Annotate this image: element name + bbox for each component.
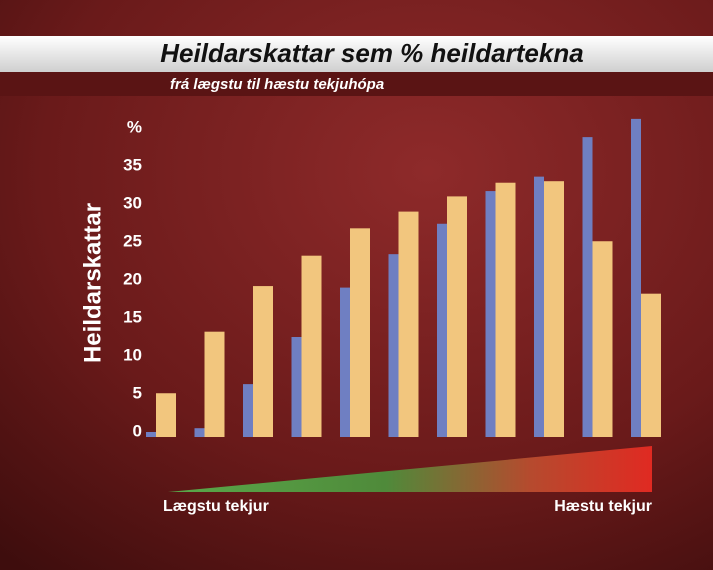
bar [582, 137, 593, 437]
bar [641, 293, 661, 437]
bar [291, 337, 302, 437]
bar [156, 393, 176, 437]
y-tick-label: 5 [133, 383, 142, 402]
bar [204, 331, 225, 437]
y-tick-label: 0 [133, 421, 142, 440]
y-axis-label: Heildarskattar [79, 203, 106, 363]
y-tick-label: 35 [123, 155, 142, 174]
bar [631, 118, 641, 437]
bar [253, 286, 273, 437]
y-tick-label: % [127, 117, 142, 136]
bar [495, 182, 516, 437]
bar [301, 255, 322, 437]
y-tick-label: 25 [123, 231, 142, 250]
bar [534, 176, 544, 437]
chart-title: Heildarskattar sem % heildartekna [160, 38, 583, 68]
bar [340, 287, 350, 437]
bar [437, 223, 447, 437]
subtitle-band [0, 72, 713, 96]
bar [146, 432, 156, 437]
bar [592, 241, 613, 437]
y-tick-label: 15 [123, 307, 142, 326]
bar [194, 428, 205, 437]
income-ramp [168, 446, 652, 492]
bar [398, 211, 419, 437]
bar [388, 254, 399, 437]
y-tick-label: 20 [123, 269, 142, 288]
title-banner [0, 36, 713, 72]
bar [485, 191, 496, 437]
y-tick-label: 30 [123, 193, 142, 212]
y-tick-label: 10 [123, 345, 142, 364]
annotation: Lægstu tekjur [163, 498, 269, 515]
bar [350, 228, 370, 437]
bar [447, 196, 467, 437]
bar [544, 181, 564, 437]
chart-subtitle: frá lægstu til hæstu tekjuhópa [170, 76, 384, 93]
bar [243, 384, 253, 437]
annotation: Hæstu tekjur [554, 498, 652, 515]
